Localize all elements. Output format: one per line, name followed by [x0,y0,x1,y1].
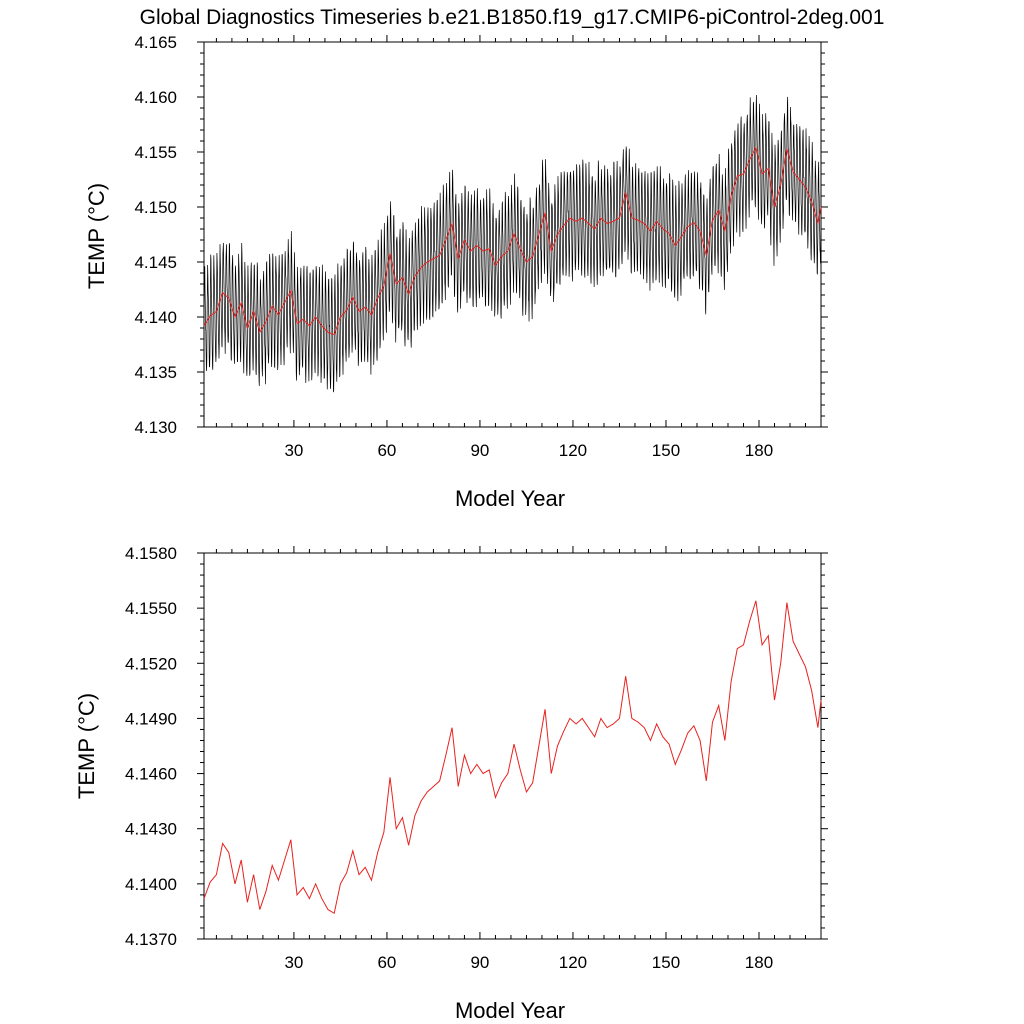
bottom-y-tick-label: 4.1430 [125,820,177,839]
top-y-tick-label: 4.145 [134,253,177,272]
bottom-y-tick-label: 4.1460 [125,765,177,784]
top-x-tick-label: 120 [559,441,587,460]
top-x-axis-label: Model Year [455,486,565,511]
top-y-axis-label: TEMP (°C) [84,183,109,289]
bottom-y-tick-label: 4.1490 [125,709,177,728]
top-y-tick-label: 4.140 [134,308,177,327]
top-x-tick-label: 60 [377,441,396,460]
bottom-y-tick-label: 4.1550 [125,599,177,618]
bottom-y-tick-label: 4.1580 [125,544,177,563]
top-panel: Model Year TEMP (°C) 30 60 90 120 150 180 4.13… [84,33,828,511]
top-y-tick-label: 4.130 [134,418,177,437]
bottom-y-tick-label: 4.1400 [125,875,177,894]
bottom-x-axis-label: Model Year [455,998,565,1023]
bottom-x-tick-label: 150 [652,953,680,972]
top-y-tick-label: 4.165 [134,33,177,52]
figure-title: Global Diagnostics Timeseries b.e21.B185… [140,6,885,29]
top-monthly-series-line [203,95,822,393]
bottom-y-tick-label: 4.1370 [125,930,177,949]
top-annual-mean-series-line [203,146,822,336]
top-x-tick-label: 150 [652,441,680,460]
top-y-tick-label: 4.150 [134,198,177,217]
bottom-plot-frame [203,552,822,940]
bottom-y-axis-label: TEMP (°C) [74,693,99,799]
top-x-tick-label: 90 [470,441,489,460]
top-y-tick-label: 4.155 [134,143,177,162]
bottom-x-tick-label: 180 [745,953,773,972]
bottom-x-tick-label: 120 [559,953,587,972]
bottom-y-tick-label: 4.1520 [125,654,177,673]
bottom-x-tick-label: 30 [284,953,303,972]
top-y-tick-label: 4.160 [134,88,177,107]
top-y-tick-label: 4.135 [134,363,177,382]
bottom-x-tick-label: 60 [377,953,396,972]
top-x-tick-label: 180 [745,441,773,460]
bottom-x-tick-label: 90 [470,953,489,972]
top-x-tick-label: 30 [284,441,303,460]
bottom-panel: Model Year TEMP (°C) 30 60 90 120 150 180 4.13… [74,544,828,1023]
bottom-annual-mean-series-line [203,600,822,915]
